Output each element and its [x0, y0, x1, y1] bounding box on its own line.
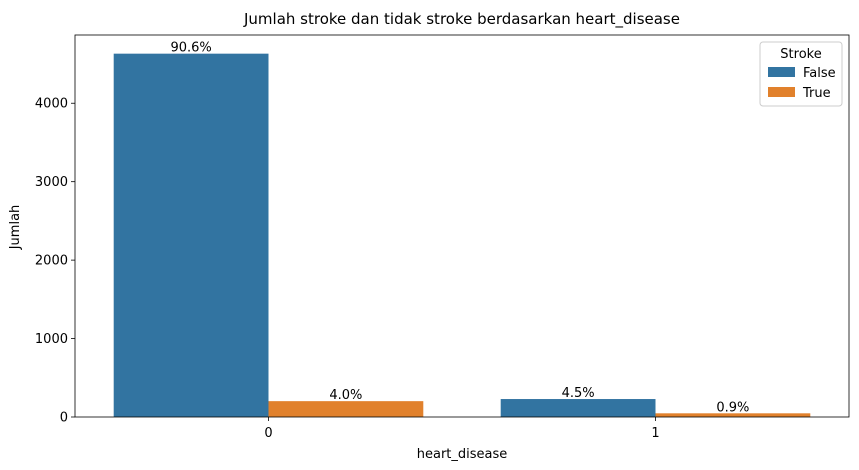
legend: Stroke False True	[759, 41, 843, 107]
x-tick-label: 1	[651, 426, 659, 441]
legend-label-true: True	[802, 86, 831, 101]
plot-area: 90.6% 4.5% 4.0% 0.9% 0 1000 2000 3000 4000 0 1	[35, 34, 850, 441]
bar-true-1	[655, 413, 811, 417]
legend-swatch-true	[768, 87, 795, 97]
bar-false-0	[113, 53, 269, 418]
x-axis-label: heart_disease	[417, 447, 508, 462]
y-tick-label: 0	[60, 411, 68, 426]
data-label-false-0: 90.6%	[170, 41, 211, 56]
legend-label-false: False	[803, 66, 836, 81]
data-label-true-0: 4.0%	[329, 388, 362, 403]
data-label-true-1: 0.9%	[716, 400, 749, 415]
x-tick-label: 0	[264, 426, 272, 441]
bar-true-0	[268, 401, 424, 417]
y-tick-label: 2000	[35, 254, 68, 269]
y-tick-label: 1000	[35, 332, 68, 347]
legend-title: Stroke	[780, 47, 821, 62]
legend-swatch-false	[768, 67, 795, 77]
y-tick-label: 4000	[35, 97, 68, 112]
plot-frame	[74, 34, 850, 418]
y-tick-label: 3000	[35, 175, 68, 190]
data-label-false-1: 4.5%	[562, 386, 595, 401]
y-axis-label: Jumlah	[8, 205, 23, 251]
chart-title: Jumlah stroke dan tidak stroke berdasark…	[243, 10, 680, 29]
bar-false-1	[500, 399, 656, 417]
